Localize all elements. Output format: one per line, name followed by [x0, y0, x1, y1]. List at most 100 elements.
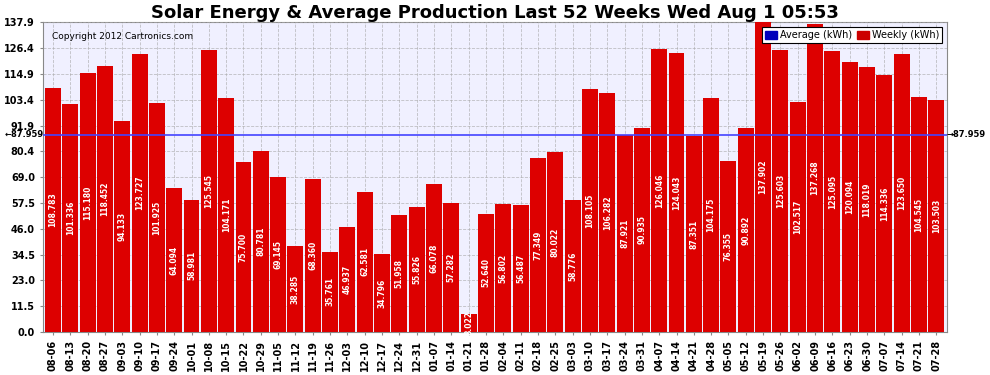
- Bar: [305, 178, 321, 332]
- Text: 125.095: 125.095: [828, 174, 837, 208]
- Text: 118.019: 118.019: [862, 182, 871, 217]
- Bar: [859, 67, 875, 332]
- Text: 80.781: 80.781: [256, 226, 265, 256]
- Text: 75.700: 75.700: [239, 232, 248, 262]
- Bar: [287, 246, 303, 332]
- Text: Copyright 2012 Cartronics.com: Copyright 2012 Cartronics.com: [51, 32, 193, 40]
- Text: 90.892: 90.892: [742, 215, 750, 244]
- Bar: [790, 102, 806, 332]
- Bar: [183, 200, 199, 332]
- Bar: [599, 93, 615, 332]
- Bar: [721, 160, 737, 332]
- Text: 64.094: 64.094: [169, 246, 179, 274]
- Text: 108.783: 108.783: [49, 192, 57, 227]
- Text: 118.452: 118.452: [100, 182, 110, 216]
- Text: 62.581: 62.581: [360, 247, 369, 276]
- Text: 51.958: 51.958: [395, 259, 404, 288]
- Bar: [97, 66, 113, 332]
- Bar: [894, 54, 910, 332]
- Bar: [513, 205, 529, 332]
- Bar: [62, 105, 78, 332]
- Bar: [45, 88, 61, 332]
- Bar: [236, 162, 251, 332]
- Bar: [582, 89, 598, 332]
- Bar: [686, 136, 702, 332]
- Bar: [79, 74, 96, 332]
- Bar: [564, 200, 580, 332]
- Bar: [842, 62, 857, 332]
- Text: 56.487: 56.487: [516, 254, 525, 283]
- Text: 104.171: 104.171: [222, 198, 231, 232]
- Text: 68.360: 68.360: [308, 241, 317, 270]
- Bar: [148, 103, 165, 332]
- Text: 102.517: 102.517: [793, 200, 802, 234]
- Bar: [322, 252, 338, 332]
- Text: 124.043: 124.043: [672, 176, 681, 210]
- Bar: [876, 75, 892, 332]
- Text: 104.545: 104.545: [915, 198, 924, 232]
- Text: 106.282: 106.282: [603, 195, 612, 230]
- Text: 58.981: 58.981: [187, 251, 196, 280]
- Text: 103.503: 103.503: [932, 199, 940, 233]
- Text: 114.336: 114.336: [880, 186, 889, 221]
- Bar: [651, 49, 667, 332]
- Bar: [547, 152, 563, 332]
- Text: 87.351: 87.351: [689, 219, 698, 249]
- Text: 120.094: 120.094: [845, 180, 854, 214]
- Bar: [391, 215, 407, 332]
- Bar: [114, 121, 131, 332]
- Bar: [270, 177, 286, 332]
- Bar: [460, 314, 476, 332]
- Text: 125.603: 125.603: [776, 174, 785, 208]
- Text: 90.935: 90.935: [638, 216, 646, 244]
- Text: 38.285: 38.285: [291, 274, 300, 304]
- Bar: [495, 204, 511, 332]
- Text: 137.902: 137.902: [758, 160, 767, 195]
- Bar: [738, 128, 753, 332]
- Text: 123.650: 123.650: [897, 176, 906, 210]
- Bar: [478, 214, 494, 332]
- Bar: [340, 226, 355, 332]
- Bar: [201, 50, 217, 332]
- Bar: [166, 188, 182, 332]
- Text: 137.268: 137.268: [811, 160, 820, 195]
- Text: 80.022: 80.022: [550, 228, 559, 257]
- Bar: [374, 254, 390, 332]
- Text: 58.776: 58.776: [568, 251, 577, 281]
- Bar: [356, 192, 372, 332]
- Bar: [617, 135, 633, 332]
- Text: →87.959: →87.959: [946, 130, 986, 139]
- Title: Solar Energy & Average Production Last 52 Weeks Wed Aug 1 05:53: Solar Energy & Average Production Last 5…: [150, 4, 839, 22]
- Bar: [929, 100, 944, 332]
- Text: 123.727: 123.727: [135, 176, 145, 210]
- Text: 104.175: 104.175: [707, 198, 716, 232]
- Text: 108.105: 108.105: [585, 194, 594, 228]
- Bar: [911, 97, 927, 332]
- Text: 77.349: 77.349: [534, 231, 543, 260]
- Bar: [825, 51, 841, 332]
- Bar: [218, 98, 234, 332]
- Text: 57.282: 57.282: [446, 253, 455, 282]
- Legend: Average (kWh), Weekly (kWh): Average (kWh), Weekly (kWh): [762, 27, 941, 43]
- Bar: [132, 54, 148, 332]
- Text: 34.796: 34.796: [377, 278, 386, 308]
- Bar: [807, 24, 823, 332]
- Text: 101.925: 101.925: [152, 201, 161, 235]
- Text: 55.826: 55.826: [412, 255, 421, 284]
- Text: 52.640: 52.640: [481, 258, 490, 288]
- Bar: [409, 207, 425, 332]
- Text: 8.022: 8.022: [464, 311, 473, 335]
- Text: 66.078: 66.078: [430, 243, 439, 273]
- Bar: [634, 128, 649, 332]
- Bar: [252, 151, 268, 332]
- Bar: [668, 54, 684, 332]
- Text: 115.180: 115.180: [83, 186, 92, 220]
- Text: 46.937: 46.937: [343, 265, 351, 294]
- Bar: [772, 50, 788, 332]
- Bar: [703, 98, 719, 332]
- Bar: [530, 158, 545, 332]
- Bar: [426, 184, 442, 332]
- Text: 35.761: 35.761: [326, 278, 335, 306]
- Text: 87.921: 87.921: [620, 219, 629, 248]
- Text: 76.355: 76.355: [724, 232, 733, 261]
